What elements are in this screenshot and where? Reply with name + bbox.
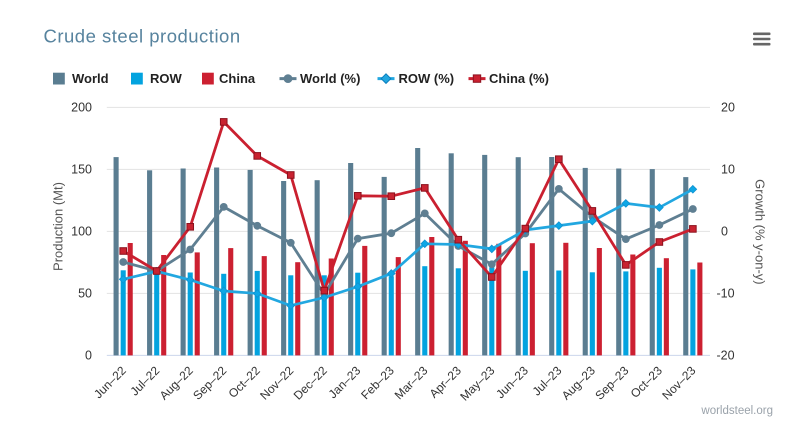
svg-text:-20: -20 [717, 349, 735, 363]
svg-text:Growth (% y-on-y): Growth (% y-on-y) [753, 179, 768, 284]
svg-text:0: 0 [85, 349, 92, 363]
svg-text:China (%): China (%) [489, 71, 549, 86]
svg-text:0: 0 [721, 225, 728, 239]
svg-text:Production (Mt): Production (Mt) [51, 182, 66, 271]
svg-text:China: China [219, 71, 256, 86]
svg-text:150: 150 [71, 163, 92, 177]
svg-text:World: World [72, 71, 109, 86]
svg-text:20: 20 [721, 101, 735, 115]
svg-text:worldsteel.org: worldsteel.org [700, 405, 773, 417]
svg-text:200: 200 [71, 101, 92, 115]
svg-text:ROW: ROW [150, 71, 183, 86]
svg-text:World (%): World (%) [300, 71, 360, 86]
svg-text:50: 50 [78, 287, 92, 301]
svg-text:ROW (%): ROW (%) [399, 71, 455, 86]
svg-text:Crude steel production: Crude steel production [44, 26, 241, 47]
svg-text:100: 100 [71, 225, 92, 239]
svg-text:10: 10 [721, 163, 735, 177]
svg-text:-10: -10 [717, 287, 735, 301]
